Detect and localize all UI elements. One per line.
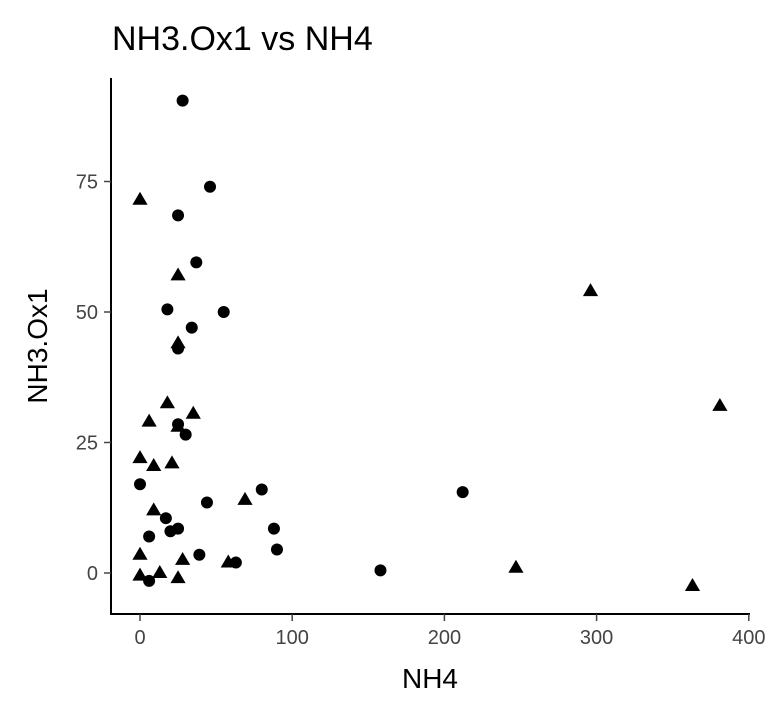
triangle-point <box>684 578 701 592</box>
triangle-point <box>237 491 253 505</box>
plot-area: 0 100 200 300 400 0 25 50 75 <box>76 78 765 649</box>
circle-point <box>176 94 189 107</box>
data-marks <box>132 94 728 592</box>
triangle-point <box>146 502 162 516</box>
y-tick-label: 0 <box>87 563 98 585</box>
y-axis-title: NH3.Ox1 <box>22 288 53 403</box>
circle-point <box>270 543 283 556</box>
circle-point <box>143 574 156 587</box>
triangle-point <box>132 567 148 581</box>
triangle-point <box>132 546 148 560</box>
x-tick-label: 0 <box>134 627 145 649</box>
triangle-point <box>170 570 186 584</box>
circle-point <box>161 303 174 316</box>
triangle-point <box>170 335 186 349</box>
circle-point <box>159 512 172 525</box>
triangle-point <box>132 450 148 464</box>
x-tick-label: 100 <box>276 627 309 649</box>
circle-point <box>200 496 213 509</box>
circle-point <box>193 548 206 561</box>
x-tick-label: 200 <box>428 627 461 649</box>
circle-point <box>172 209 185 222</box>
y-tick-label: 25 <box>76 433 98 455</box>
triangle-point <box>175 551 191 565</box>
circle-point <box>143 530 156 543</box>
triangle-point <box>141 413 157 427</box>
triangle-point <box>170 267 186 281</box>
circle-point <box>217 306 230 318</box>
triangle-point <box>508 559 524 573</box>
y-axis-ticks: 0 25 50 75 <box>76 172 111 585</box>
triangle-point <box>164 455 180 469</box>
circle-point <box>185 321 198 334</box>
circle-point <box>255 483 268 496</box>
triangle-point <box>185 405 201 419</box>
x-axis-title: NH4 <box>402 663 458 694</box>
triangle-point <box>712 397 728 411</box>
y-tick-label: 75 <box>76 172 98 194</box>
triangle-point <box>170 418 186 432</box>
circle-point <box>267 522 280 535</box>
x-axis-ticks: 0 100 200 300 400 <box>134 614 765 649</box>
circle-point <box>204 180 217 193</box>
x-tick-label: 400 <box>732 627 765 649</box>
triangle-point <box>220 554 236 568</box>
circle-point <box>456 486 469 499</box>
circle-point <box>134 478 146 491</box>
circle-point <box>164 525 177 538</box>
triangle-point <box>159 395 175 409</box>
circle-point <box>374 564 387 577</box>
x-tick-label: 300 <box>580 627 613 649</box>
circle-point <box>190 256 203 269</box>
triangle-point <box>132 191 148 205</box>
triangle-point <box>152 565 168 578</box>
triangle-point <box>582 283 599 297</box>
y-tick-label: 50 <box>76 302 98 324</box>
chart-title: NH3.Ox1 vs NH4 <box>112 20 373 58</box>
triangle-point <box>146 457 162 471</box>
